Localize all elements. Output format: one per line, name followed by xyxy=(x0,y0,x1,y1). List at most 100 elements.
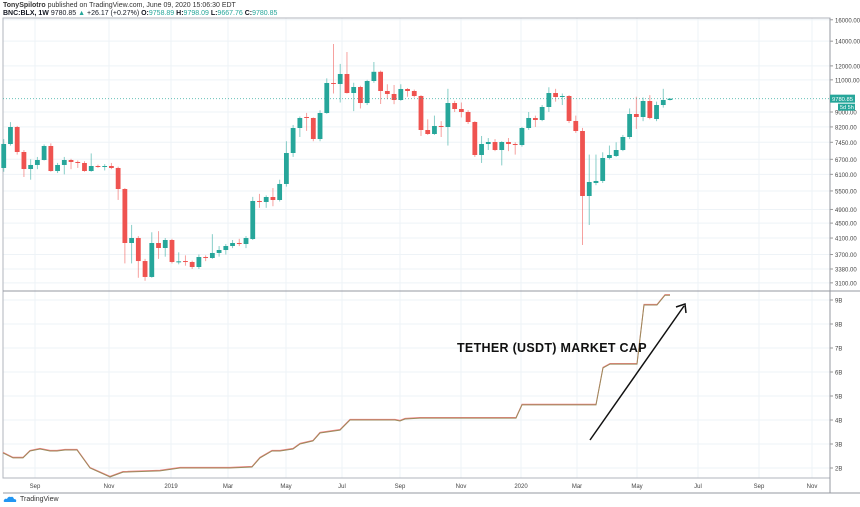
candle-up xyxy=(364,79,370,106)
candle-up xyxy=(223,244,229,255)
usdt-axis-label: 9B xyxy=(835,299,842,305)
candle-body xyxy=(283,152,289,184)
author-name[interactable]: TonySpilotro xyxy=(3,2,46,9)
candle-body xyxy=(129,237,134,243)
candle-up xyxy=(398,84,404,101)
candle-body xyxy=(539,107,545,120)
candle-body xyxy=(48,145,54,172)
candle-body xyxy=(14,127,20,152)
candle-down xyxy=(573,115,579,133)
candle-body xyxy=(337,73,343,84)
candle-up xyxy=(620,134,626,152)
candle-body xyxy=(452,103,458,110)
candle-body xyxy=(230,242,235,247)
price-axis-label: 16000.00 xyxy=(835,18,860,24)
time-axis-label: Sep xyxy=(395,484,406,490)
candle-body xyxy=(189,261,195,268)
candle-body xyxy=(149,242,155,277)
usdt-line-alt xyxy=(2,294,670,477)
candle-body xyxy=(425,130,431,134)
candle-up xyxy=(283,141,289,187)
candle-down xyxy=(115,166,121,200)
candle-body xyxy=(277,183,283,200)
candle-up xyxy=(34,156,40,170)
candle-body xyxy=(660,99,666,106)
candle-body xyxy=(432,125,437,134)
candle-up xyxy=(559,93,565,106)
price-change: +26.17 (+0.27%) xyxy=(87,10,140,17)
candle-up xyxy=(8,122,13,146)
candle-body xyxy=(445,103,451,128)
countdown-tag xyxy=(838,103,855,111)
footer-brand[interactable]: TradingView xyxy=(3,495,59,503)
candle-up xyxy=(485,138,491,151)
time-axis-label: Nov xyxy=(807,484,818,490)
candle-down xyxy=(310,117,316,142)
trend-arrow-shaft xyxy=(589,305,685,441)
candle-body xyxy=(176,261,182,263)
candle-up xyxy=(519,126,525,147)
last-price-tag xyxy=(830,94,855,103)
candle-body xyxy=(310,117,316,139)
candle-up xyxy=(640,97,646,122)
candle-down xyxy=(48,143,54,172)
candle-down xyxy=(21,150,27,177)
usdt-market-cap-line xyxy=(2,294,670,478)
candle-body xyxy=(1,144,7,168)
candle-body xyxy=(384,90,390,94)
candle-body xyxy=(371,71,377,82)
candle-body xyxy=(546,93,552,108)
candle-body xyxy=(580,131,585,197)
candle-up xyxy=(613,142,619,157)
candle-body xyxy=(324,82,330,114)
candle-up xyxy=(277,179,283,202)
candle-body xyxy=(122,189,128,243)
candle-up xyxy=(479,135,484,163)
last-price: 9780.85 xyxy=(50,10,77,17)
candle-down xyxy=(135,236,141,278)
close-label: C: xyxy=(244,10,253,17)
candle-down xyxy=(95,164,101,168)
candle-body xyxy=(438,125,444,128)
price-axis-label: 3100.00 xyxy=(835,281,857,287)
symbol-label[interactable]: BNC:BLX, 1W xyxy=(3,10,49,17)
candle-down xyxy=(189,260,195,269)
candle-body xyxy=(512,144,518,146)
candle-up xyxy=(149,232,155,278)
candle-down xyxy=(391,85,397,105)
candle-down xyxy=(438,121,444,138)
candle-body xyxy=(55,164,60,172)
time-axis-label: Nov xyxy=(456,484,467,490)
up-triangle-icon: ▲ xyxy=(78,10,86,17)
candle-body xyxy=(559,95,565,97)
candle-up xyxy=(526,112,532,130)
candle-body xyxy=(411,90,417,96)
candle-body xyxy=(566,95,572,121)
candle-down xyxy=(533,115,538,127)
candle-body xyxy=(317,113,323,139)
countdown-tag-text: 5d 5h xyxy=(840,105,854,111)
candle-body xyxy=(82,162,87,172)
usdt-axis-label: 6B xyxy=(835,371,842,377)
candle-body xyxy=(34,160,40,165)
candle-body xyxy=(506,141,511,145)
ohlc-legend: BNC:BLX, 1W 9780.85 ▲ +26.17 (+0.27%) O:… xyxy=(3,10,277,17)
candle-body xyxy=(667,98,673,100)
candle-body xyxy=(250,200,256,240)
candle-body xyxy=(607,154,612,158)
candle-down xyxy=(378,70,384,105)
usdt-annotation: TETHER (USDT) MARKET CAP xyxy=(457,341,647,355)
candle-down xyxy=(492,139,498,152)
candle-up xyxy=(600,152,606,183)
chart-frame xyxy=(2,17,831,479)
open-label: O: xyxy=(141,10,149,17)
candle-body xyxy=(203,257,209,259)
candle-down xyxy=(14,125,20,155)
candle-up xyxy=(445,88,451,146)
last-price-tag-text: 9780.85 xyxy=(832,97,853,103)
candle-body xyxy=(183,261,188,263)
candle-up xyxy=(55,162,60,174)
price-axis-label: 4100.00 xyxy=(835,237,857,243)
candle-body xyxy=(162,240,168,248)
